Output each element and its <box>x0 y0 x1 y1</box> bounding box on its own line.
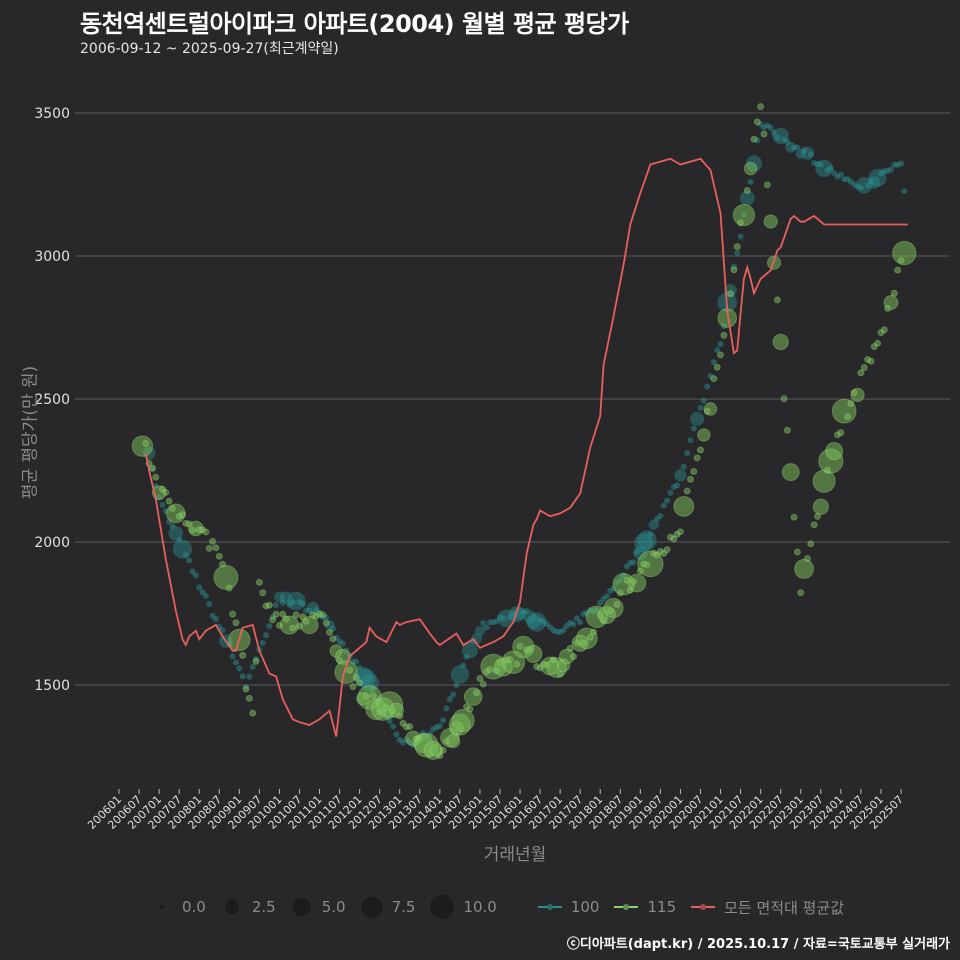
size-dot-icon <box>160 905 164 909</box>
series-115-points <box>131 103 917 760</box>
line-marker-icon <box>614 904 639 910</box>
line-marker-icon <box>691 904 716 910</box>
legend-size-5: 5.0 <box>290 895 346 919</box>
y-tick-label: 2000 <box>34 535 70 551</box>
legend-series-115: 115 <box>613 898 676 916</box>
y-tick-label: 2500 <box>34 392 70 408</box>
size-dot-icon <box>361 896 383 918</box>
legend-series-average: 모든 면적대 평균값 <box>690 897 844 918</box>
average-line <box>144 157 908 737</box>
x-axis-label: 거래년월 <box>483 845 547 865</box>
size-dot-icon <box>292 898 311 916</box>
y-axis-label: 평균 평당가(만 원) <box>20 365 41 500</box>
size-dot-icon <box>224 900 239 914</box>
legend-size-7-5: 7.5 <box>360 895 415 919</box>
line-marker-icon <box>537 904 562 910</box>
y-tick-label: 1500 <box>34 678 70 694</box>
legend: 0.0 2.5 5.0 7.5 10.0 100 115 모든 면적대 평균값 <box>150 894 858 920</box>
legend-size-0: 0.0 <box>150 895 206 919</box>
legend-series-100: 100 <box>537 898 599 916</box>
credit-text: ⓒ디아파트(dapt.kr) / 2025.10.17 / 자료=국토교통부 실… <box>566 937 950 952</box>
legend-size-10: 10.0 <box>429 894 497 920</box>
size-dot-icon <box>430 895 455 919</box>
y-tick-label: 3500 <box>34 106 70 122</box>
legend-size-2-5: 2.5 <box>220 895 276 919</box>
chart-title: 동천역센트럴아이파크 아파트(2004) 월별 평균 평당가 <box>80 10 629 38</box>
chart-subtitle: 2006-09-12 ~ 2025-09-27(최근계약일) <box>80 41 339 57</box>
y-tick-label: 3000 <box>34 249 70 265</box>
